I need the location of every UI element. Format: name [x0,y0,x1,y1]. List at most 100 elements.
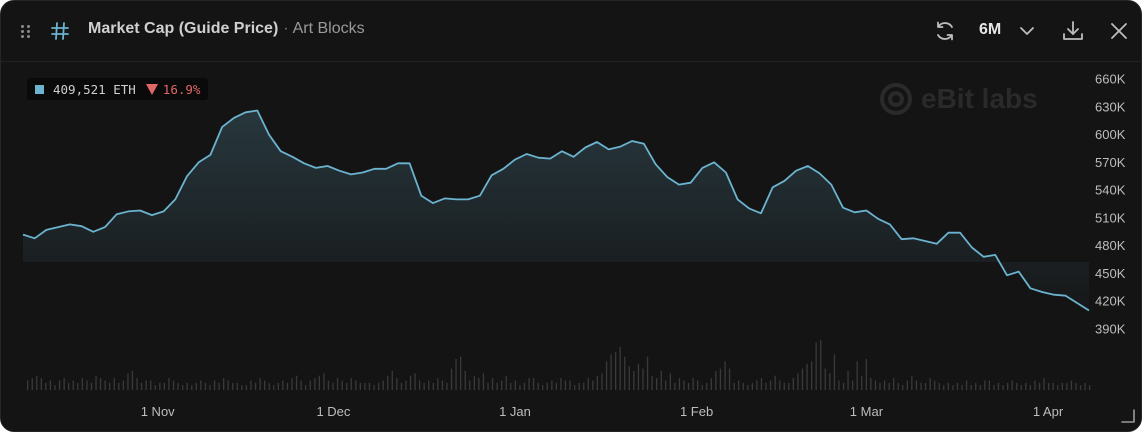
volume-bar [1084,382,1086,390]
volume-bar [122,380,124,390]
volume-bar [218,382,220,390]
volume-bar [833,354,836,390]
refresh-icon[interactable] [933,19,957,43]
volume-bar [669,373,671,390]
volume-bar [692,378,694,390]
title-separator: · [283,20,289,37]
volume-bar [195,382,197,390]
volume-bar [683,380,685,390]
volume-bar [177,382,179,390]
volume-bar [646,356,649,390]
volume-bar [546,382,548,390]
volume-bar [628,366,630,390]
volume-bar [90,382,93,390]
volume-bar [779,380,781,390]
volume-bar [1079,385,1082,390]
download-icon[interactable] [1061,19,1085,43]
volume-bar [282,380,284,390]
volume-bar [984,380,986,390]
volume-bar [136,378,138,390]
y-tick-label: 540K [1095,183,1126,198]
volume-bar [314,378,316,390]
volume-bar [40,378,42,390]
volume-bar [359,382,361,390]
volume-bar [560,378,562,390]
volume-bar [701,385,703,390]
volume-bar [829,373,831,390]
ebit-logo-icon [880,83,912,115]
volume-bar [318,375,320,390]
volume-bar [797,373,799,390]
volume-bar [131,371,134,390]
volume-bar [341,380,343,390]
y-tick-label: 420K [1095,294,1126,309]
volume-bar [811,361,813,390]
volume-bar [1057,385,1059,390]
resize-handle-icon[interactable] [1121,409,1135,423]
volume-bar [1034,380,1036,390]
volume-bar [1016,382,1018,390]
volume-bar [929,378,931,390]
volume-bar [510,382,512,390]
volume-bar [514,380,516,390]
volume-bar [336,378,339,390]
volume-bar [897,382,899,390]
volume-bar [838,380,840,390]
volume-bar [464,371,466,390]
close-icon[interactable] [1107,19,1131,43]
market-cap-area [23,110,1089,311]
chevron-down-icon[interactable] [1017,19,1037,43]
x-tick-label: 1 Nov [141,404,175,419]
y-tick-label: 600K [1095,127,1126,142]
volume-bar [715,371,717,390]
volume-bar [223,378,225,390]
volume-bar [241,385,243,390]
volume-bar [140,382,143,390]
chart-title: Market Cap (Guide Price) [88,20,279,37]
volume-bar [387,375,389,390]
volume-bar [168,378,170,390]
volume-bar [523,382,526,390]
range-selector[interactable]: 6M [979,21,1002,38]
volume-bar [656,378,658,390]
volume-bar [277,382,279,390]
volume-bar [99,378,102,390]
volume-bar [1048,382,1050,390]
volume-bar [815,342,817,390]
volume-bar [615,351,617,390]
volume-bar [856,361,858,390]
volume-bar [564,380,567,390]
volume-bar [706,382,708,390]
volume-bar [728,368,731,390]
widget-header: Market Cap (Guide Price) · Art Blocks 6M [1,1,1141,62]
volume-bar [574,385,576,390]
volume-bar [519,385,521,390]
volume-bar [783,382,785,390]
volume-bar [1070,380,1073,390]
volume-bar [441,380,444,390]
volume-bar [801,368,804,390]
current-value-badge: 409,521 ETH 16.9% [27,78,209,100]
volume-bar [419,380,421,390]
volume-bar [163,382,165,390]
volume-bar [1011,380,1013,390]
volume-bar [569,380,571,390]
volume-bar [213,380,216,390]
y-tick-label: 660K [1095,72,1126,87]
volume-bar [633,371,635,390]
y-tick-label: 510K [1095,210,1126,225]
down-triangle-icon [145,83,158,95]
volume-bar [154,385,156,390]
volume-bar [601,373,603,390]
volume-bar [619,347,621,390]
volume-bar [172,380,175,390]
volume-bar [428,380,430,390]
volume-bar [49,380,52,390]
volume-bar [587,378,589,390]
drag-handle-icon[interactable] [21,25,31,39]
volume-bar [1066,382,1068,390]
volume-bar [58,380,61,390]
x-tick-label: 1 Mar [850,404,884,419]
volume-bar [204,382,207,390]
volume-bar [924,382,927,390]
